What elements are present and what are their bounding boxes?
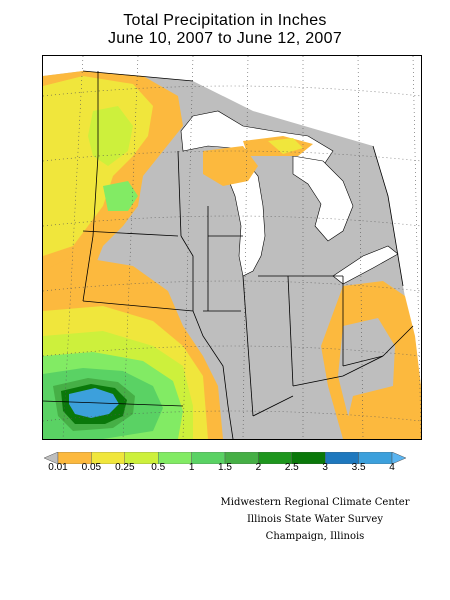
precip-lightgreen-nw (88, 106, 133, 166)
legend-color-bar (44, 452, 406, 464)
map-title: Total Precipitation in Inches (123, 12, 327, 29)
state-borders (43, 70, 414, 439)
legend-tick-label: 0.01 (48, 462, 68, 473)
precip-orange-upper (203, 146, 258, 186)
legend-arrow-high (391, 452, 406, 464)
legend-tick-label: 0.25 (115, 462, 135, 473)
legend-tick-label: 3.5 (351, 462, 366, 473)
legend-tick-label: 2.5 (284, 462, 299, 473)
legend-tick-label: 0.05 (81, 462, 102, 473)
legend-tick-label: 1.5 (218, 462, 232, 473)
precipitation-map (42, 55, 422, 440)
legend-tick-label: 3 (322, 462, 328, 473)
legend-tick-label: 4 (389, 462, 395, 473)
map-date-range: June 10, 2007 to June 12, 2007 (107, 30, 343, 47)
precip-yellow-lakes (268, 138, 303, 154)
legend-tick-label: 0.5 (151, 462, 166, 473)
precip-orange-southeast (343, 386, 421, 439)
canada-area (138, 56, 421, 206)
graticule (43, 56, 421, 439)
credit-center: Midwestern Regional Climate Center (220, 497, 410, 508)
legend-tick-label: 2 (255, 462, 262, 473)
lake-michigan (222, 157, 266, 277)
credit-survey: Illinois State Water Survey (246, 514, 383, 525)
credit-location: Champaign, Illinois (265, 531, 365, 542)
precip-green-nw (103, 181, 138, 211)
legend-tick-label: 1 (188, 462, 195, 473)
